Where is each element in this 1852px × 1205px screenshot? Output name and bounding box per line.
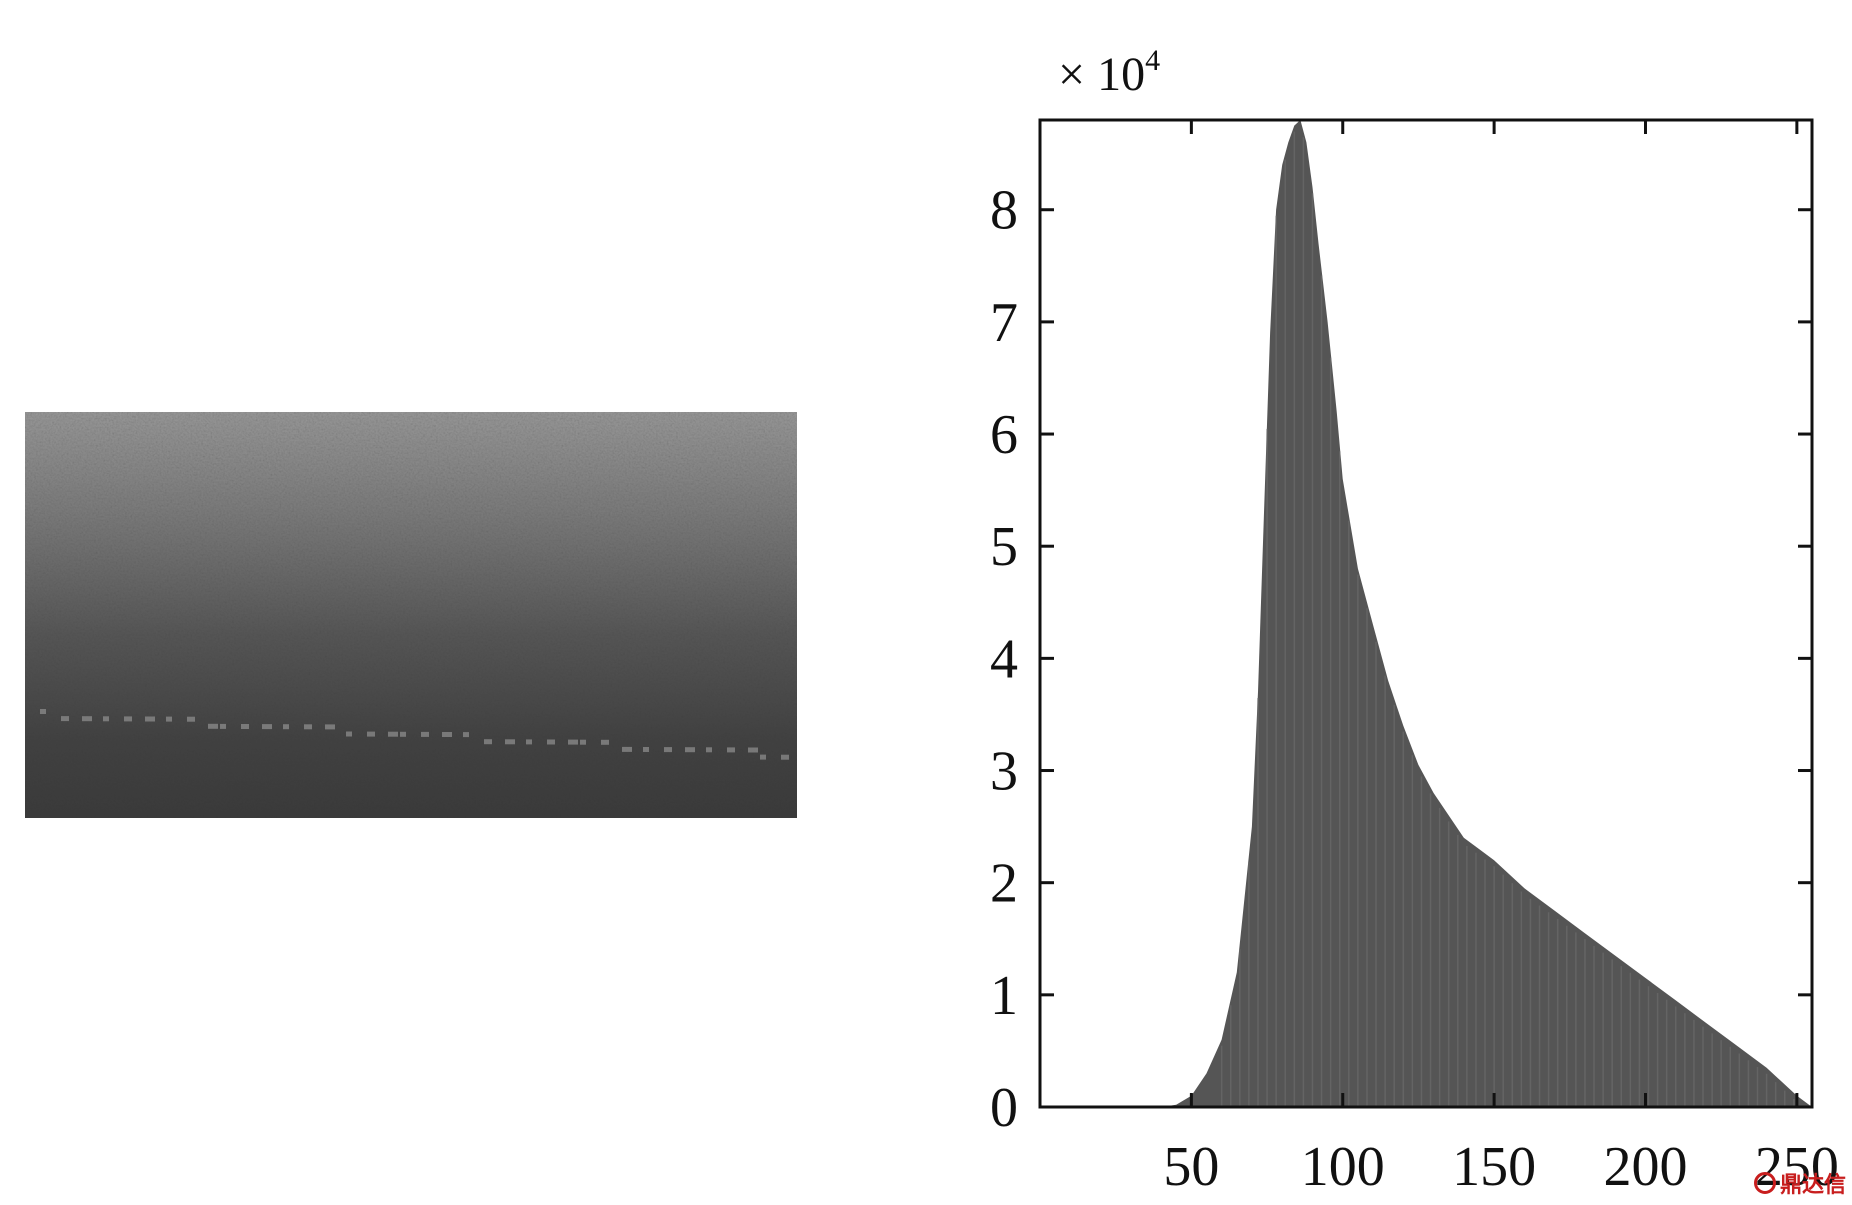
texture-speckle — [442, 732, 452, 737]
y-tick-label: 0 — [990, 1077, 1018, 1139]
texture-speckle — [781, 754, 789, 760]
plot-area — [1161, 120, 1812, 1107]
x-axis-ticks: 50 100 150 200 250 — [1163, 120, 1839, 1198]
y-tick-label: 2 — [990, 853, 1018, 915]
texture-speckle — [727, 747, 735, 753]
watermark-logo-icon — [1753, 1172, 1776, 1194]
texture-speckle — [664, 747, 672, 753]
y-tick-label: 8 — [990, 180, 1018, 242]
y-tick-label: 7 — [990, 292, 1018, 354]
plot-frame — [1038, 118, 1814, 1109]
texture-speckle — [760, 754, 766, 760]
y-tick-label: 6 — [990, 404, 1018, 466]
texture-speckle — [547, 739, 555, 745]
histogram-area — [1161, 120, 1812, 1107]
texture-speckle — [124, 716, 132, 722]
texture-speckle — [103, 716, 109, 722]
texture-speckle — [388, 731, 398, 737]
texture-speckle — [367, 731, 375, 737]
texture-speckle — [40, 709, 46, 714]
y-exponent-text: 4 — [1145, 44, 1160, 77]
texture-speckle — [262, 724, 272, 730]
texture-speckle — [643, 747, 649, 752]
texture-speckle — [685, 747, 695, 753]
texture-speckle — [601, 739, 609, 745]
texture-speckle — [400, 731, 406, 737]
texture-speckle — [304, 724, 312, 730]
texture-speckle — [505, 739, 515, 745]
y-multiplier-text: × 10 — [1058, 48, 1145, 101]
texture-speckle — [241, 724, 249, 729]
y-tick-label: 5 — [990, 516, 1018, 578]
x-tick-label: 150 — [1452, 1136, 1536, 1198]
y-tick-label: 4 — [990, 628, 1018, 690]
texture-speckle — [283, 724, 289, 730]
texture-image — [25, 412, 797, 818]
x-tick-label: 200 — [1603, 1136, 1687, 1198]
y-tick-label: 1 — [990, 965, 1018, 1027]
texture-speckle — [580, 739, 586, 745]
histogram-bar-lines — [1220, 131, 1804, 1107]
texture-speckle — [208, 723, 218, 729]
y-axis-exponent: × 104 — [1058, 44, 1160, 101]
texture-speckle — [187, 716, 195, 722]
watermark-text: 鼎达信 — [1779, 1173, 1846, 1198]
texture-speckle — [61, 716, 69, 722]
texture-speckle — [82, 716, 92, 722]
texture-speckle — [706, 747, 712, 753]
texture-speckle — [421, 731, 429, 737]
texture-speckle — [568, 739, 578, 745]
texture-speckle — [145, 716, 155, 722]
texture-speckle — [346, 731, 352, 737]
x-tick-label: 50 — [1163, 1136, 1219, 1198]
texture-speckle — [622, 746, 632, 752]
texture-speckle — [526, 739, 532, 745]
texture-speckle-line — [40, 709, 789, 760]
y-tick-label: 3 — [990, 741, 1018, 803]
x-tick-label: 100 — [1301, 1136, 1385, 1198]
texture-speckle — [748, 747, 758, 753]
y-axis-ticks: 0 1 2 3 4 5 6 7 8 — [990, 180, 1812, 1139]
texture-speckle — [166, 716, 172, 722]
watermark: 鼎达信 — [1753, 1167, 1846, 1199]
texture-speckle — [463, 732, 469, 738]
texture-speckle — [484, 739, 492, 745]
texture-speckle — [220, 723, 226, 729]
texture-speckle — [325, 724, 335, 730]
